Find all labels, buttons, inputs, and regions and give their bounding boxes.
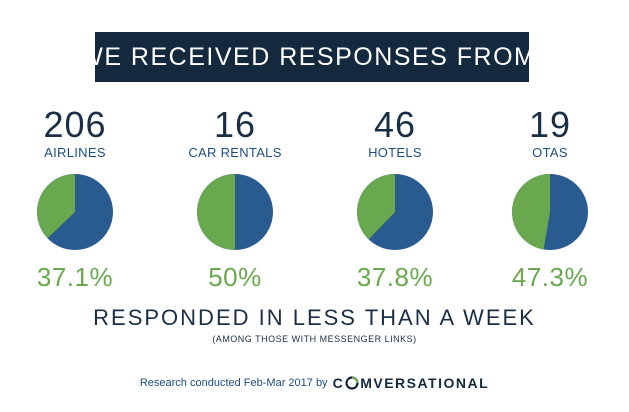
brand-o-icon xyxy=(345,376,359,390)
stat-column-airlines: 206 AIRLINES xyxy=(10,105,140,161)
header-title: WE RECEIVED RESPONSES FROM: xyxy=(79,42,545,71)
percent-car-rentals: 50% xyxy=(208,262,262,292)
pie-airlines-responded xyxy=(37,174,75,239)
percent-otas: 47.3% xyxy=(511,262,589,292)
pie-hotels xyxy=(355,172,435,252)
pie-airlines xyxy=(35,172,115,252)
count-otas: 19 xyxy=(528,104,572,145)
label-otas: OTAS xyxy=(532,145,568,160)
pie-hotels-responded xyxy=(357,174,395,240)
brand-rest-letters: MVERSATIONAL xyxy=(360,375,490,391)
brand-logo: C MVERSATIONAL xyxy=(333,375,490,391)
stat-column-otas: 19 OTAS xyxy=(485,105,615,161)
pie-otas xyxy=(510,172,590,252)
pie-car-rentals-responded xyxy=(197,174,235,250)
stat-column-hotels: 46 HOTELS xyxy=(330,105,460,161)
label-car-rentals: CAR RENTALS xyxy=(188,145,282,160)
percent-hotels: 37.8% xyxy=(356,262,434,292)
count-car-rentals: 16 xyxy=(213,104,257,145)
brand-first-letter: C xyxy=(332,375,345,391)
count-airlines: 206 xyxy=(43,104,107,145)
chart-subcaption: (AMONG THOSE WITH MESSENGER LINKS) xyxy=(212,334,417,344)
header-banner: WE RECEIVED RESPONSES FROM: xyxy=(79,32,543,82)
chart-caption: RESPONDED IN LESS THAN A WEEK xyxy=(93,305,536,330)
stat-column-car-rentals: 16 CAR RENTALS xyxy=(170,105,300,161)
percent-airlines: 37.1% xyxy=(36,262,114,292)
pie-car-rentals xyxy=(195,172,275,252)
pie-otas-responded xyxy=(512,174,550,250)
count-hotels: 46 xyxy=(373,104,417,145)
footer-text: Research conducted Feb-Mar 2017 by xyxy=(139,377,328,389)
label-hotels: HOTELS xyxy=(368,145,422,160)
label-airlines: AIRLINES xyxy=(44,145,106,160)
footer: Research conducted Feb-Mar 2017 by C MVE… xyxy=(0,375,629,391)
